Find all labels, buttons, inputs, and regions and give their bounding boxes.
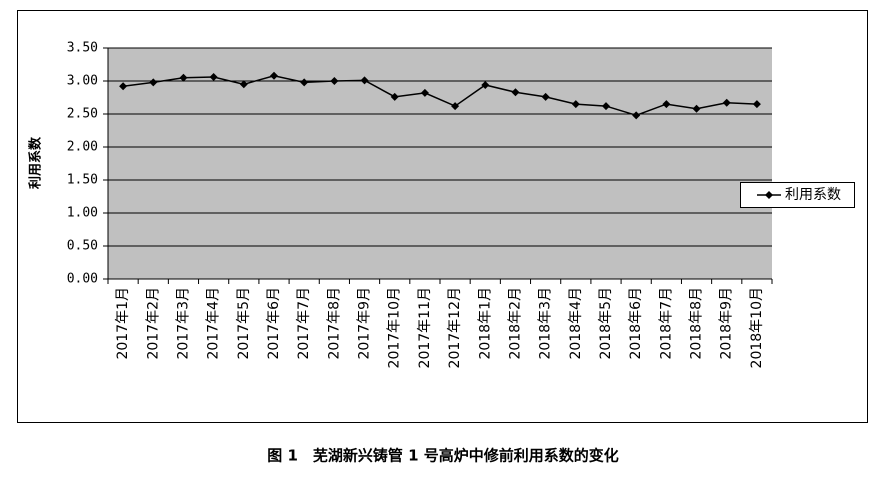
- data-point: [270, 71, 278, 80]
- data-point: [722, 98, 731, 107]
- data-point: [209, 73, 218, 82]
- x-tick-label: 2018年7月: [658, 287, 674, 360]
- x-tick-label: 2017年5月: [236, 287, 252, 360]
- x-tick-label: 2018年9月: [719, 287, 735, 360]
- plot-area: [108, 48, 772, 279]
- x-tick-label: 2017年1月: [115, 287, 131, 360]
- y-tick-label: 1.50: [67, 173, 98, 188]
- legend-marker: [765, 191, 773, 199]
- x-tick-label: 2018年6月: [628, 287, 644, 360]
- data-point: [149, 78, 158, 87]
- data-point: [632, 111, 641, 120]
- x-tick-label: 2018年4月: [568, 287, 584, 360]
- x-tick-label: 2018年8月: [689, 287, 705, 360]
- data-point: [571, 100, 580, 109]
- data-point: [420, 88, 429, 97]
- data-point: [179, 73, 188, 82]
- data-point: [541, 92, 550, 101]
- x-tick-label: 2017年9月: [357, 287, 373, 360]
- data-point: [662, 100, 671, 109]
- data-point: [239, 80, 248, 89]
- x-tick-label: 2017年11月: [417, 287, 433, 368]
- data-point: [330, 77, 339, 85]
- x-tick-label: 2017年7月: [296, 287, 312, 360]
- x-tick-label: 2017年12月: [447, 287, 463, 368]
- data-point: [360, 76, 369, 85]
- x-tick-label: 2017年6月: [266, 287, 282, 360]
- data-point: [602, 102, 610, 111]
- y-tick-label: 3.00: [67, 74, 98, 89]
- y-axis-label: 利用系数: [28, 136, 44, 189]
- x-tick-label: 2018年5月: [598, 287, 614, 360]
- data-point: [481, 80, 490, 89]
- x-tick-label: 2018年1月: [477, 287, 493, 360]
- data-point: [692, 104, 701, 113]
- y-tick-label: 3.50: [67, 41, 98, 56]
- data-point: [511, 88, 520, 97]
- y-tick-label: 2.50: [67, 107, 98, 122]
- y-tick-label: 1.00: [67, 206, 98, 221]
- y-tick-label: 0.50: [67, 239, 98, 254]
- y-tick-label: 2.00: [67, 140, 98, 155]
- x-tick-label: 2017年2月: [145, 287, 161, 360]
- data-point: [300, 78, 309, 87]
- x-tick-label: 2017年10月: [387, 287, 403, 368]
- data-point: [451, 102, 460, 111]
- data-point: [119, 82, 128, 91]
- x-tick-label: 2018年2月: [507, 287, 523, 360]
- data-point: [390, 92, 399, 101]
- x-tick-label: 2017年8月: [326, 287, 342, 360]
- x-tick-label: 2018年10月: [749, 287, 765, 368]
- legend-label: 利用系数: [785, 187, 841, 203]
- x-tick-label: 2017年3月: [175, 287, 191, 360]
- y-tick-label: 0.00: [67, 272, 98, 287]
- data-point: [752, 100, 761, 109]
- x-tick-label: 2017年4月: [206, 287, 222, 360]
- data-line: [122, 74, 757, 117]
- x-tick-label: 2018年3月: [538, 287, 554, 360]
- chart-caption: 图 1 芜湖新兴铸管 1 号高炉中修前利用系数的变化: [267, 447, 619, 465]
